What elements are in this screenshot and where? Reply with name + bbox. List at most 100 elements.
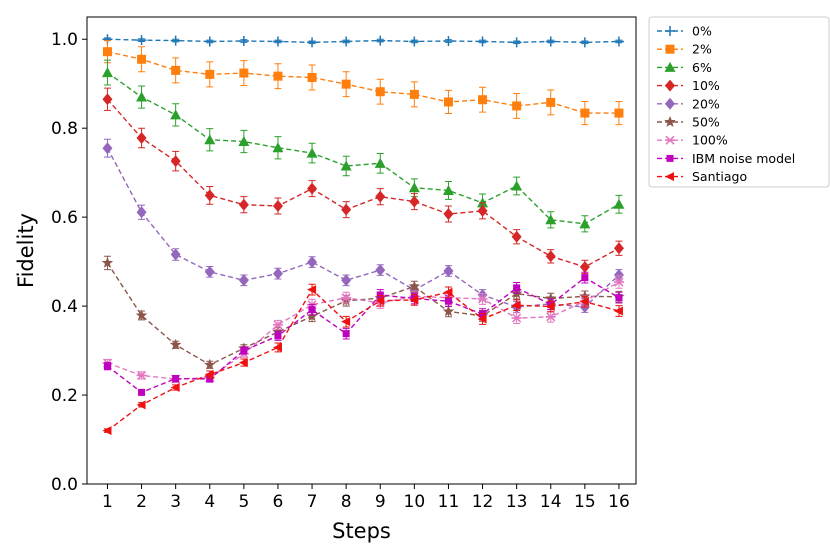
x-tick-label: 3 <box>170 492 181 512</box>
data-point <box>579 260 590 273</box>
data-point <box>272 36 283 47</box>
legend-label: 50% <box>692 115 720 130</box>
legend-label: 20% <box>692 96 720 111</box>
x-tick-label: 4 <box>204 492 215 512</box>
data-point <box>171 65 181 75</box>
axes-frame <box>86 16 637 485</box>
data-point <box>136 206 147 219</box>
data-point <box>579 218 591 229</box>
data-point <box>409 36 420 47</box>
series-6- <box>101 59 625 233</box>
data-point <box>204 134 216 145</box>
data-point <box>102 426 112 436</box>
data-point <box>341 79 351 89</box>
data-point <box>101 67 113 78</box>
legend-label: 0% <box>692 24 712 39</box>
x-tick-label: 5 <box>238 492 249 512</box>
y-tick-label: 0.6 <box>51 208 78 228</box>
data-point <box>409 295 419 305</box>
data-point <box>272 342 282 352</box>
series-line <box>107 72 620 225</box>
x-tick-label: 10 <box>404 492 426 512</box>
series-ibm-noise-model <box>103 271 623 396</box>
x-tick-label: 6 <box>273 492 284 512</box>
data-point <box>238 198 249 211</box>
data-point <box>170 382 180 392</box>
legend-label: 100% <box>692 133 728 148</box>
data-point <box>306 147 318 158</box>
series-100- <box>102 275 624 384</box>
data-point <box>170 35 181 46</box>
data-point <box>170 155 181 168</box>
data-point <box>546 97 556 107</box>
data-point <box>340 160 352 171</box>
legend-label: Santiago <box>692 169 747 184</box>
data-point <box>511 300 521 310</box>
legend-marker <box>665 44 675 54</box>
data-point <box>307 256 318 269</box>
data-point <box>341 36 352 47</box>
legend-marker <box>664 116 676 127</box>
legend-label: IBM noise model <box>692 151 795 166</box>
data-point <box>238 136 250 147</box>
data-point <box>375 190 386 203</box>
legend-entry: Santiago <box>657 169 747 184</box>
data-point <box>135 309 148 321</box>
series-line <box>107 288 620 432</box>
y-tick-label: 0.0 <box>51 475 78 495</box>
data-point <box>545 250 556 263</box>
data-point <box>136 370 147 381</box>
data-point <box>443 208 454 221</box>
data-point <box>613 268 624 281</box>
data-point <box>170 109 182 120</box>
y-tick-label: 1.0 <box>51 30 78 50</box>
data-point <box>307 285 317 295</box>
x-tick-label: 1 <box>102 492 113 512</box>
data-point <box>478 95 488 105</box>
data-point <box>307 182 318 195</box>
data-point <box>375 87 385 97</box>
x-tick-label: 14 <box>540 492 562 512</box>
data-point <box>443 287 453 297</box>
legend-marker <box>665 26 675 36</box>
data-point <box>272 200 283 213</box>
data-point <box>308 306 316 314</box>
data-point <box>239 68 249 78</box>
data-point <box>272 320 283 330</box>
legend-entry: 50% <box>657 115 720 130</box>
data-point <box>307 72 317 82</box>
legend-marker <box>665 135 675 145</box>
data-point <box>204 370 214 380</box>
data-point <box>545 36 556 47</box>
data-point <box>138 388 146 396</box>
data-point <box>341 274 352 287</box>
series-10- <box>102 87 624 275</box>
x-tick-label: 11 <box>438 492 460 512</box>
data-point <box>136 400 146 410</box>
data-point <box>136 131 147 144</box>
data-point <box>137 54 147 64</box>
data-point <box>444 297 452 305</box>
data-point <box>170 248 181 261</box>
x-tick-label: 2 <box>136 492 147 512</box>
data-point <box>579 37 590 48</box>
data-point <box>375 296 385 306</box>
data-point <box>102 93 113 106</box>
data-point <box>273 71 283 81</box>
y-axis-label: Fidelity <box>14 213 38 288</box>
data-point <box>101 256 114 268</box>
data-point <box>306 310 318 322</box>
y-tick-label: 0.4 <box>51 297 78 317</box>
data-point <box>103 362 111 370</box>
data-point <box>477 36 488 47</box>
data-point <box>172 375 180 383</box>
data-point <box>580 108 590 118</box>
legend-label: 10% <box>692 78 720 93</box>
legend: 0% 2% 6% 10% 20% 50% 100% IBM noise model Santia… <box>648 16 830 188</box>
legend-entry: 6% <box>657 60 712 75</box>
series-santiago <box>102 283 623 436</box>
data-point <box>511 180 523 191</box>
data-point <box>613 306 623 316</box>
data-point <box>169 338 182 350</box>
data-point <box>102 47 112 57</box>
